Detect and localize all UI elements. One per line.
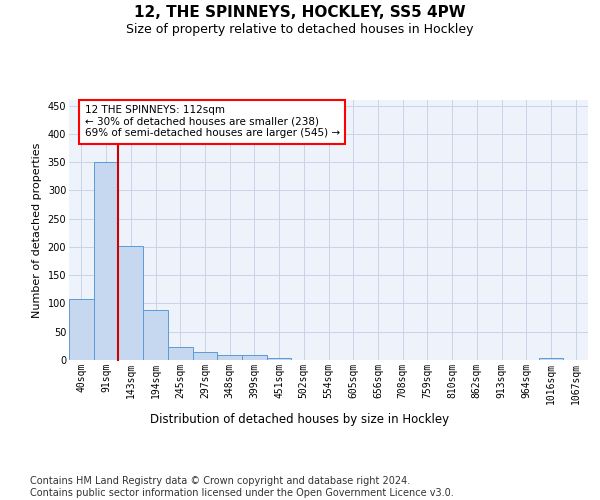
Text: Distribution of detached houses by size in Hockley: Distribution of detached houses by size … xyxy=(151,412,449,426)
Bar xyxy=(539,358,563,360)
Y-axis label: Number of detached properties: Number of detached properties xyxy=(32,142,42,318)
Bar xyxy=(143,310,168,360)
Bar xyxy=(242,356,267,360)
Bar xyxy=(94,162,118,360)
Text: 12, THE SPINNEYS, HOCKLEY, SS5 4PW: 12, THE SPINNEYS, HOCKLEY, SS5 4PW xyxy=(134,5,466,20)
Bar xyxy=(168,347,193,360)
Bar xyxy=(69,299,94,360)
Text: Size of property relative to detached houses in Hockley: Size of property relative to detached ho… xyxy=(126,22,474,36)
Bar xyxy=(118,246,143,360)
Bar xyxy=(217,355,242,360)
Bar xyxy=(193,352,217,360)
Text: Contains HM Land Registry data © Crown copyright and database right 2024.
Contai: Contains HM Land Registry data © Crown c… xyxy=(30,476,454,498)
Text: 12 THE SPINNEYS: 112sqm
← 30% of detached houses are smaller (238)
69% of semi-d: 12 THE SPINNEYS: 112sqm ← 30% of detache… xyxy=(85,105,340,138)
Bar xyxy=(267,358,292,360)
